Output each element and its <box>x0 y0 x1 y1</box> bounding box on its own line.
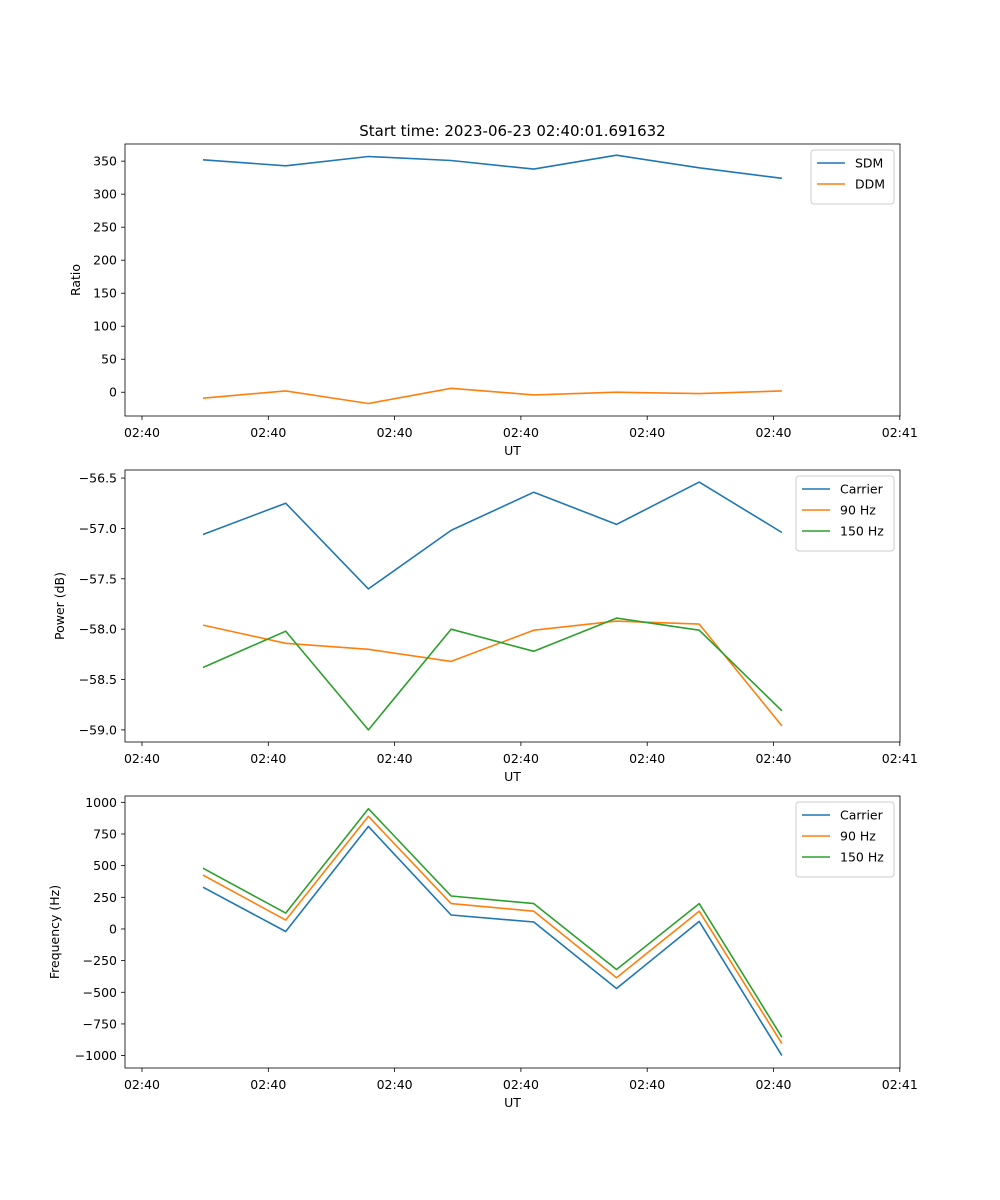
series-line-carrier <box>202 481 783 590</box>
x-tick-label: 02:40 <box>629 1077 665 1092</box>
subplot-3: 02:40 02:40 02:40 02:40 02:40 02:40 02:41 UT −10… <box>47 795 918 1110</box>
subplot-1: 02:40 02:40 02:40 02:40 02:40 02:40 02:41 UT 0 50… <box>68 143 918 458</box>
legend-label: DDM <box>855 177 885 192</box>
y-axis-label: Ratio <box>68 264 83 296</box>
x-tick-label: 02:40 <box>629 425 665 440</box>
y-tick-label: −58.0 <box>79 622 117 637</box>
y-tick-label: 0 <box>109 385 117 400</box>
legend: SDM DDM <box>810 149 895 205</box>
x-tick-label: 02:40 <box>503 1077 539 1092</box>
x-tick-label: 02:41 <box>882 425 918 440</box>
legend-box <box>795 801 895 878</box>
series-line-90-hz <box>202 815 783 1045</box>
y-tick-label: −57.5 <box>79 571 117 586</box>
y-tick-label: −1000 <box>75 1048 117 1063</box>
subplot-2: 02:40 02:40 02:40 02:40 02:40 02:40 02:41 UT −59… <box>52 469 918 784</box>
series-line-90-hz <box>202 620 783 727</box>
y-tick-label: −250 <box>83 953 117 968</box>
x-tick-label: 02:40 <box>377 1077 413 1092</box>
legend-label: SDM <box>855 156 883 171</box>
y-tick-label: 500 <box>93 858 117 873</box>
x-tick-label: 02:40 <box>377 751 413 766</box>
y-axis-label: Frequency (Hz) <box>47 885 62 979</box>
y-tick-label: 200 <box>93 253 117 268</box>
series-line-150-hz <box>202 617 783 731</box>
x-axis-label: UT <box>504 769 521 784</box>
x-tick-label: 02:40 <box>755 751 791 766</box>
chart-title: Start time: 2023-06-23 02:40:01.691632 <box>359 122 665 140</box>
y-tick-label: −750 <box>83 1016 117 1031</box>
legend-label: Carrier <box>840 482 884 497</box>
x-tick-label: 02:40 <box>503 425 539 440</box>
y-tick-label: 100 <box>93 319 117 334</box>
x-tick-label: 02:40 <box>250 425 286 440</box>
legend: Carrier 90 Hz 150 Hz <box>795 801 895 878</box>
series-line-sdm <box>202 154 783 180</box>
y-tick-label: −56.5 <box>79 471 117 486</box>
y-tick-label: 1000 <box>85 795 117 810</box>
x-tick-label: 02:40 <box>755 425 791 440</box>
x-tick-label: 02:41 <box>882 751 918 766</box>
x-tick-label: 02:40 <box>250 751 286 766</box>
x-tick-label: 02:40 <box>755 1077 791 1092</box>
x-tick-label: 02:40 <box>629 751 665 766</box>
legend: Carrier 90 Hz 150 Hz <box>795 475 895 552</box>
axes-frame <box>124 143 901 417</box>
legend-box <box>795 475 895 552</box>
x-axis-label: UT <box>504 1095 521 1110</box>
y-axis-label: Power (dB) <box>52 572 67 640</box>
series-line-ddm <box>202 387 782 405</box>
legend-label: 150 Hz <box>840 524 884 539</box>
axes-frame <box>124 469 901 743</box>
y-tick-label: −58.5 <box>79 672 117 687</box>
y-tick-label: 50 <box>101 352 117 367</box>
x-tick-label: 02:40 <box>250 1077 286 1092</box>
y-tick-label: 350 <box>93 154 117 169</box>
series-line-carrier <box>202 825 783 1057</box>
legend-label: 90 Hz <box>840 829 876 844</box>
y-tick-label: 250 <box>93 890 117 905</box>
x-tick-label: 02:40 <box>124 425 160 440</box>
y-tick-label: 250 <box>93 220 117 235</box>
y-tick-label: −500 <box>83 985 117 1000</box>
y-tick-label: 0 <box>109 921 117 936</box>
x-tick-label: 02:40 <box>124 751 160 766</box>
x-axis-label: UT <box>504 443 521 458</box>
y-tick-label: 750 <box>93 826 117 841</box>
series-line-150-hz <box>202 807 783 1038</box>
legend-label: 90 Hz <box>840 503 876 518</box>
x-tick-label: 02:40 <box>124 1077 160 1092</box>
x-tick-label: 02:40 <box>377 425 413 440</box>
x-tick-label: 02:41 <box>882 1077 918 1092</box>
legend-label: Carrier <box>840 808 884 823</box>
legend-label: 150 Hz <box>840 850 884 865</box>
y-tick-label: −57.0 <box>79 521 117 536</box>
y-tick-label: 300 <box>93 187 117 202</box>
x-tick-label: 02:40 <box>503 751 539 766</box>
axes-frame <box>124 795 901 1069</box>
y-tick-label: −59.0 <box>79 722 117 737</box>
y-tick-label: 150 <box>93 286 117 301</box>
